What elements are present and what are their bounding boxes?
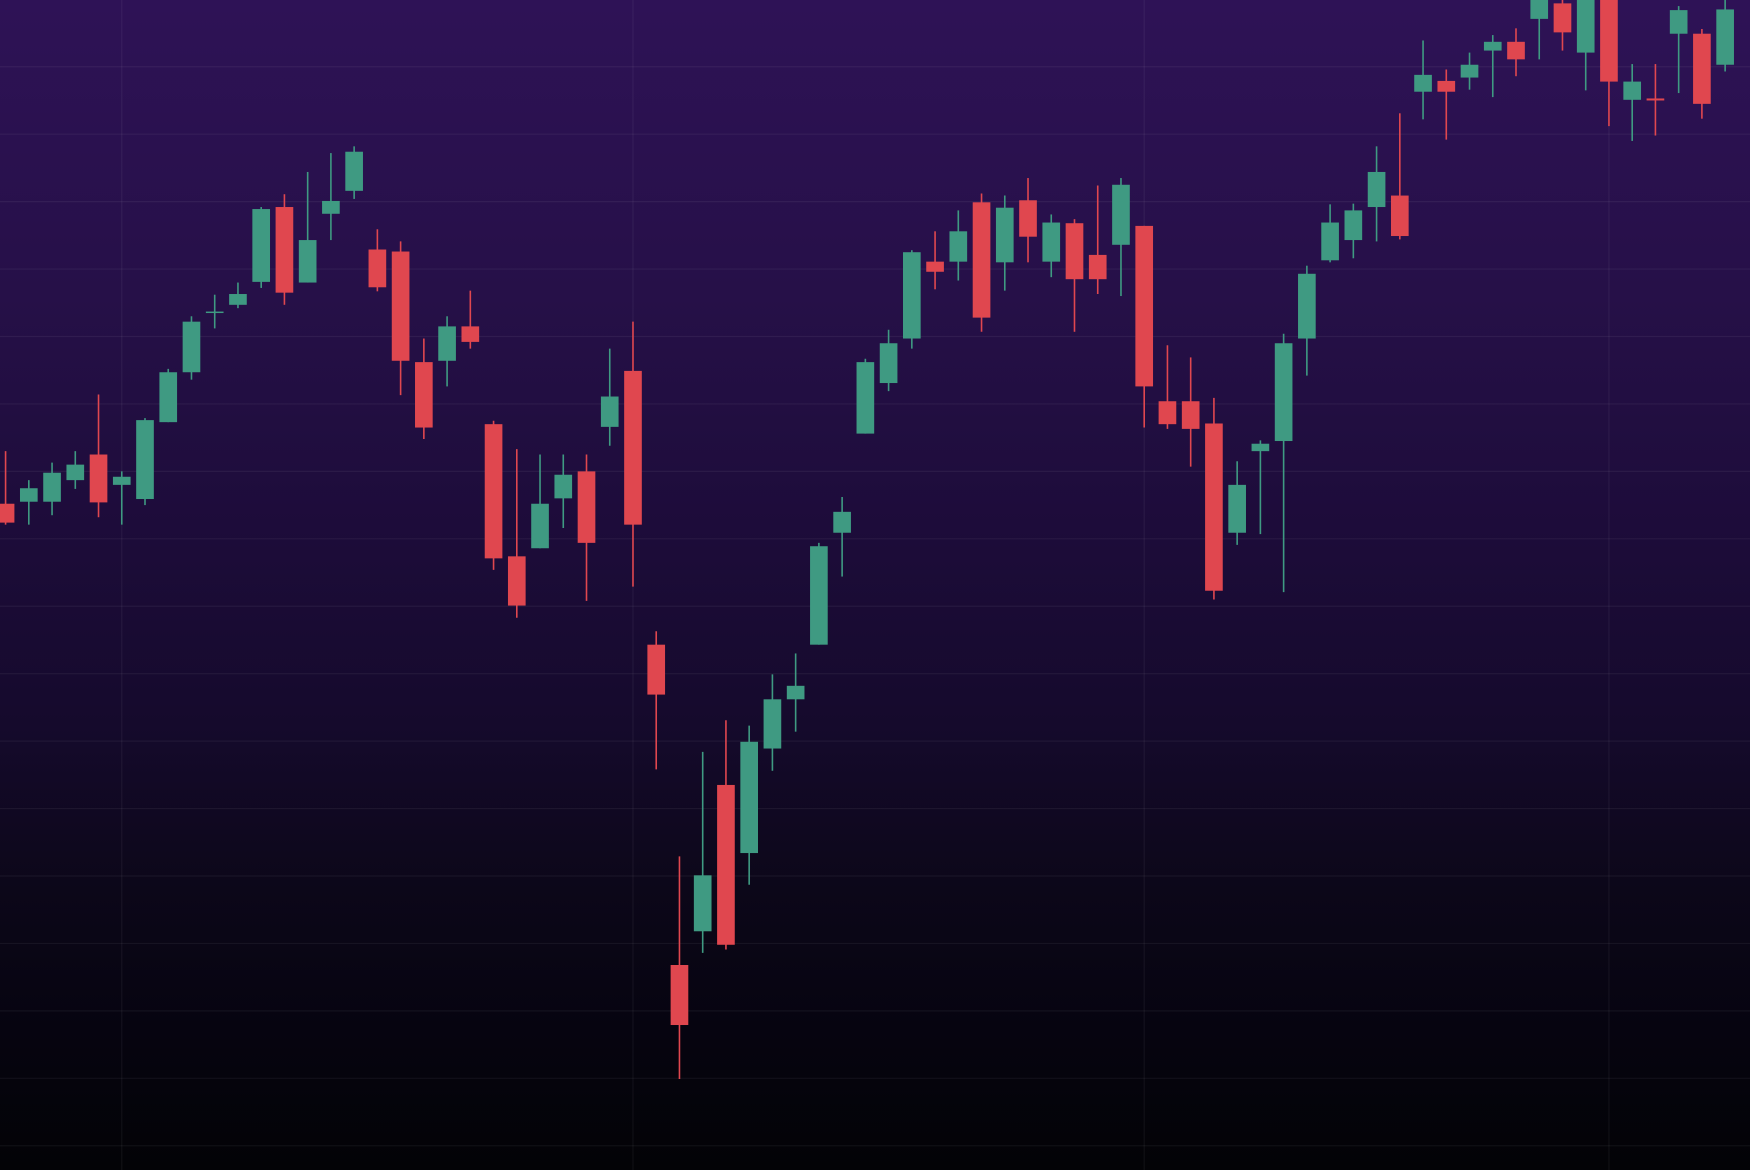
candle-body bbox=[1205, 423, 1223, 591]
candle-body bbox=[995, 207, 1014, 263]
candle-body bbox=[136, 420, 154, 500]
candle-body bbox=[1669, 10, 1688, 34]
candle-body bbox=[949, 231, 968, 262]
candle-body bbox=[1158, 401, 1177, 425]
candle-body bbox=[531, 503, 549, 549]
candle-body bbox=[1088, 254, 1107, 280]
candle-body bbox=[693, 875, 712, 932]
candle-body bbox=[298, 240, 317, 283]
candle-body bbox=[1693, 33, 1711, 104]
candle-body bbox=[1321, 222, 1339, 261]
candle-body bbox=[275, 207, 294, 293]
candle-body bbox=[1483, 41, 1502, 51]
candle-body bbox=[647, 644, 666, 695]
candle-body bbox=[322, 200, 340, 214]
candle-body bbox=[763, 699, 782, 749]
candle-body bbox=[1437, 80, 1456, 92]
candle-body bbox=[1135, 225, 1154, 387]
candle-body bbox=[1576, 0, 1595, 53]
candle-body bbox=[1460, 64, 1479, 78]
candle-body bbox=[1414, 74, 1432, 92]
candle-body bbox=[926, 261, 944, 272]
candle-body bbox=[786, 685, 805, 700]
candle-body bbox=[1390, 195, 1409, 237]
candle-body bbox=[1530, 0, 1549, 19]
candle-body bbox=[600, 396, 619, 427]
candle-body bbox=[856, 362, 875, 434]
candle-body bbox=[1274, 343, 1293, 442]
candle-body bbox=[391, 251, 410, 361]
candle-body bbox=[1507, 41, 1525, 60]
candle-body bbox=[507, 556, 526, 606]
candle-body bbox=[879, 343, 898, 384]
candle-body bbox=[577, 471, 596, 543]
candle-body bbox=[461, 326, 480, 342]
candle-body bbox=[810, 546, 828, 645]
candle-body bbox=[1623, 81, 1642, 100]
candle-body bbox=[182, 321, 201, 373]
candle-body bbox=[19, 488, 38, 502]
candle-body bbox=[740, 741, 759, 854]
candle-body bbox=[624, 370, 642, 525]
candle-body bbox=[112, 476, 131, 485]
candle-body bbox=[1019, 200, 1037, 237]
candle-body bbox=[438, 326, 456, 361]
candle-body bbox=[833, 511, 851, 533]
candle-body bbox=[89, 454, 108, 503]
candle-body bbox=[903, 252, 921, 339]
candle-body bbox=[159, 372, 178, 423]
candle-body bbox=[717, 784, 735, 945]
candle-body bbox=[1042, 222, 1061, 262]
candle-body bbox=[205, 311, 224, 314]
candle-body bbox=[252, 209, 271, 282]
candle-body bbox=[484, 424, 503, 559]
candle-body bbox=[972, 202, 991, 318]
candle-body bbox=[1344, 210, 1363, 241]
candle-body bbox=[1367, 171, 1386, 208]
candle-body bbox=[670, 964, 689, 1026]
candle-body bbox=[66, 464, 85, 481]
candle-body bbox=[1112, 184, 1130, 245]
candle-body bbox=[1251, 443, 1270, 452]
candle-body bbox=[345, 151, 363, 191]
candle-body bbox=[229, 294, 247, 305]
candle-body bbox=[368, 249, 387, 288]
candle-body bbox=[1553, 3, 1572, 33]
candle-body bbox=[1228, 484, 1246, 533]
candle-body bbox=[43, 472, 61, 502]
candle-body bbox=[554, 474, 573, 499]
candle-body bbox=[1298, 273, 1316, 339]
candle-body bbox=[0, 503, 15, 523]
candle-body bbox=[1646, 98, 1665, 101]
candle-body bbox=[415, 362, 433, 428]
candle-body bbox=[1181, 401, 1200, 429]
candle-body bbox=[1716, 9, 1734, 65]
candle-body bbox=[1065, 223, 1084, 280]
candle-body bbox=[1600, 0, 1618, 82]
